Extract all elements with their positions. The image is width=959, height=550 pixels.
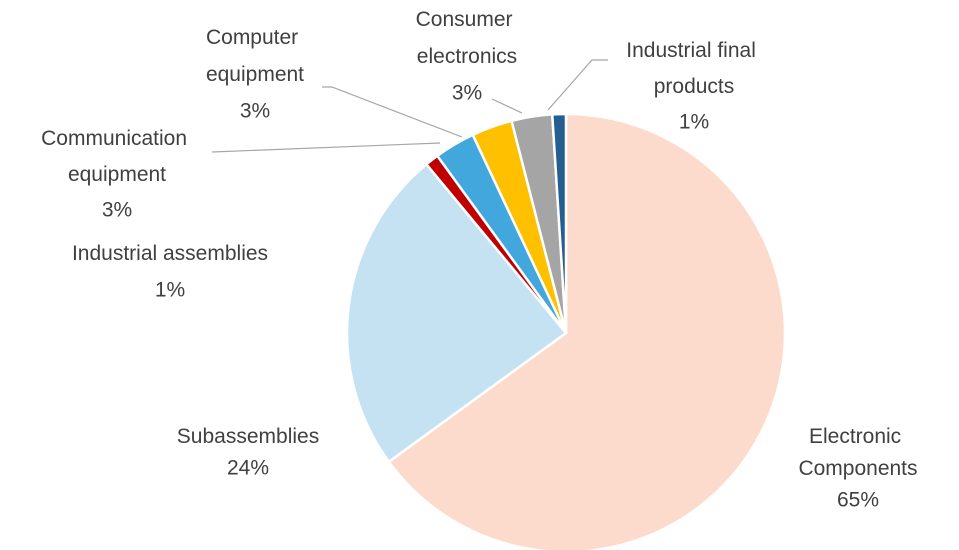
label-line: Industrial final — [626, 39, 761, 62]
slice-label: Subassemblies — [177, 425, 319, 448]
pie-slice — [387, 112, 787, 550]
leader-line — [211, 142, 441, 153]
slice-label: Consumer electronics — [416, 8, 519, 68]
slice-value-label: 3% — [102, 199, 132, 222]
pie-slice — [550, 112, 568, 334]
label-line: Consumer — [416, 8, 519, 31]
label-line: equipment — [68, 163, 166, 186]
slice-value-label: 3% — [452, 82, 482, 105]
label-line: Subassemblies — [177, 425, 319, 448]
label-line: Electronic — [809, 425, 907, 448]
label-line: Industrial assemblies — [72, 242, 268, 265]
slice-label: Communication equipment — [41, 127, 193, 186]
slice-value-label: 3% — [240, 100, 270, 123]
slice-value-label: 1% — [155, 279, 185, 302]
label-line: Communication — [41, 127, 193, 150]
label-line: equipment — [206, 63, 304, 86]
slice-label: Industrial final products — [626, 39, 761, 98]
slice-label: Electronic Components — [798, 425, 917, 480]
leader-line — [491, 98, 523, 114]
slice-value-label: 65% — [837, 489, 879, 512]
leader-line — [547, 59, 608, 111]
label-line: products — [654, 75, 735, 98]
slice-label: Industrial assemblies — [72, 242, 268, 265]
pie-slice — [345, 162, 568, 464]
label-line: Components — [798, 457, 917, 480]
slice-value-label: 24% — [227, 457, 269, 480]
leader-line — [322, 86, 463, 138]
label-line: Computer — [206, 26, 304, 49]
label-line: electronics — [417, 45, 517, 68]
slice-value-label: 1% — [679, 111, 709, 134]
slice-label: Computer equipment — [206, 26, 304, 86]
